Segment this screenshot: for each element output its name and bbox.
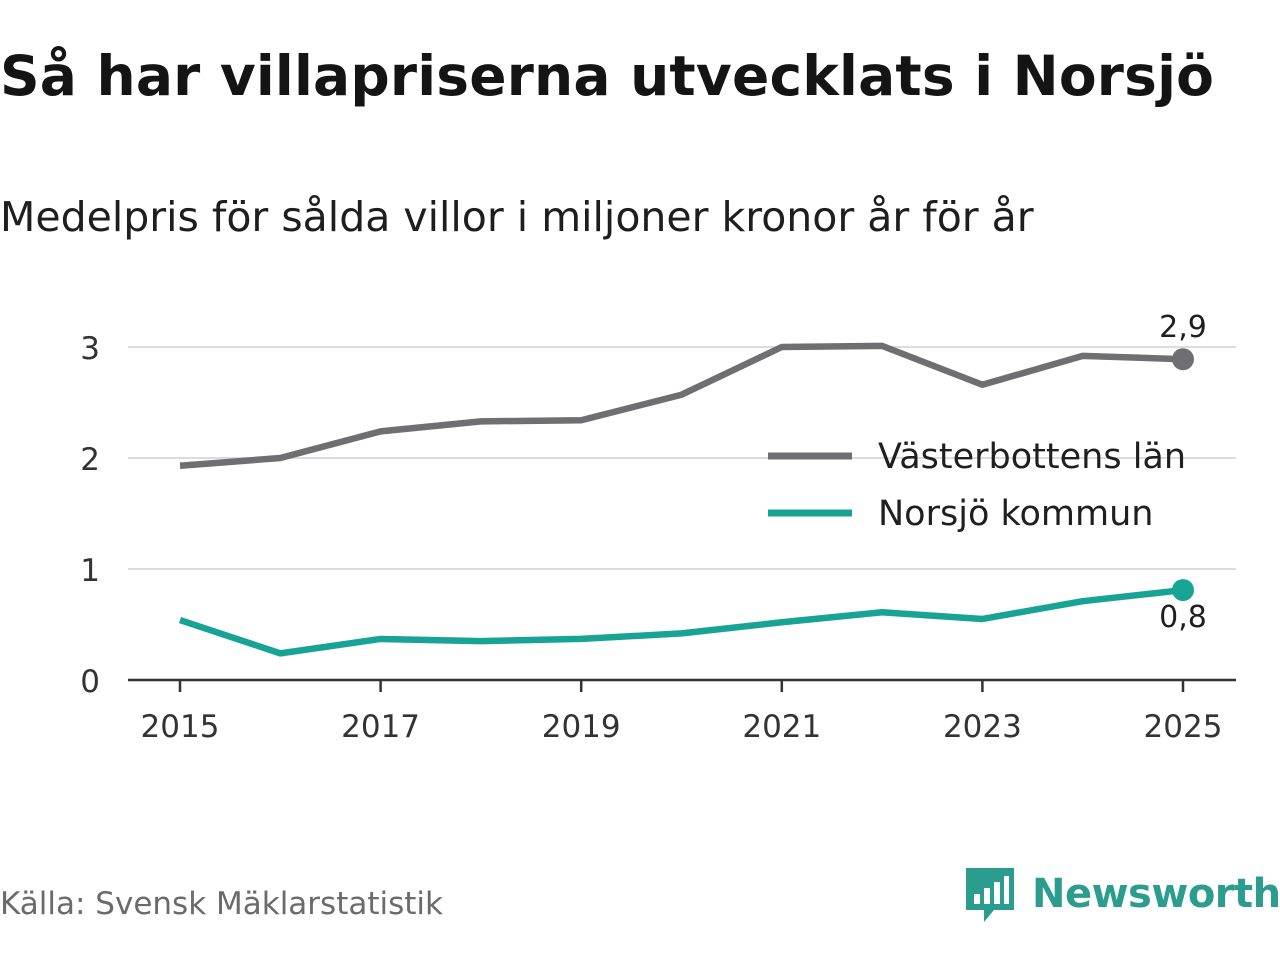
series-lines <box>178 342 1194 657</box>
y-tick-label: 2 <box>80 442 100 478</box>
x-tick-label: 2025 <box>1144 709 1223 745</box>
series-line-0 <box>179 342 1184 470</box>
end-label-0: 2,9 <box>1159 310 1207 345</box>
x-tick-label: 2017 <box>341 709 420 745</box>
chart-subtitle: Medelpris för sålda villor i miljoner kr… <box>0 193 1034 241</box>
series-endpoint-0 <box>1172 348 1194 371</box>
x-tick-label: 2023 <box>943 709 1022 745</box>
x-tick-label: 2019 <box>542 709 621 745</box>
series-line-1 <box>178 586 1184 657</box>
y-tick-label: 3 <box>80 331 100 367</box>
legend: Västerbottens län Norsjö kommun <box>768 437 1186 534</box>
end-label-1: 0,8 <box>1159 600 1207 635</box>
brand-logo: Newsworthy <box>964 864 1280 924</box>
x-tick-label: 2015 <box>141 709 220 745</box>
legend-label-1: Norsjö kommun <box>878 494 1153 534</box>
newsworthy-logo-icon <box>966 868 1014 922</box>
x-axis: 2015 2017 2019 2021 2023 2025 <box>128 678 1236 745</box>
end-labels: 2,9 0,8 <box>1159 310 1207 635</box>
y-tick-label: 0 <box>80 664 100 700</box>
y-axis: 0 1 2 3 <box>80 331 100 700</box>
legend-label-0: Västerbottens län <box>878 437 1186 477</box>
series-endpoint-1 <box>1172 579 1194 602</box>
gridlines <box>128 346 1236 570</box>
brand-name: Newsworthy <box>1032 871 1280 917</box>
chart-title: Så har villapriserna utvecklats i Norsjö <box>0 44 1215 108</box>
source-note: Källa: Svensk Mäklarstatistik <box>0 886 443 922</box>
y-tick-label: 1 <box>80 553 100 589</box>
x-tick-label: 2021 <box>742 709 821 745</box>
